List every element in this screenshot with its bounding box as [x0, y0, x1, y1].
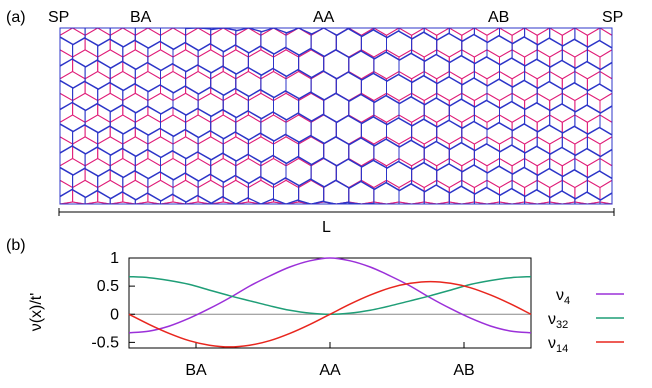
hexagon [550, 28, 575, 35]
length-bar [59, 208, 614, 216]
region-label-sp-right: SP [602, 9, 623, 26]
curves [129, 258, 531, 347]
region-label-sp-left: SP [48, 9, 69, 26]
curve-v4 [129, 258, 531, 333]
hexagon [399, 184, 424, 204]
legend-label-v4: ν4 [556, 287, 570, 307]
hexagon [274, 93, 299, 122]
hexagon [387, 28, 412, 57]
hexagon [424, 185, 449, 204]
hexagon [110, 28, 135, 47]
x-tick-label: BA [185, 362, 207, 379]
hexagon [60, 28, 85, 45]
hexagon [474, 187, 499, 204]
hexagon [223, 180, 248, 204]
region-label-ab: AB [488, 9, 509, 26]
hexagon [261, 28, 286, 57]
hexagon [198, 180, 223, 204]
hexagon [324, 180, 349, 204]
curve-v32 [129, 277, 531, 315]
plot-area: 1 0.5 0 -0.5 BA AA AB [91, 250, 531, 379]
hexagon [525, 28, 550, 35]
hexagon [387, 72, 412, 101]
hexagon [500, 189, 525, 204]
plot-frame [129, 258, 531, 348]
hexagon [387, 115, 412, 144]
hexagon [374, 93, 399, 122]
legend-label-v32: ν32 [548, 311, 568, 331]
hexagon [236, 28, 261, 53]
y-tick-label: -0.5 [91, 334, 119, 351]
panel-a-label: (a) [6, 9, 26, 26]
hexagon [449, 186, 474, 204]
hexagon [161, 28, 186, 49]
hexagon [525, 190, 550, 204]
panel-b-label: (b) [6, 237, 26, 254]
y-axis-label: ν(x)/t' [28, 293, 45, 332]
hexagon [186, 28, 211, 51]
region-label-ba: BA [130, 9, 152, 26]
length-label: L [322, 219, 331, 236]
region-label-aa: AA [313, 9, 335, 26]
hexagon [374, 137, 399, 166]
legend-entry-v4: ν4 [556, 287, 624, 307]
hexagon [173, 180, 198, 204]
hexagon [274, 137, 299, 166]
hexagon [387, 159, 412, 188]
hexagon [474, 28, 499, 35]
hexagon [575, 28, 600, 35]
legend-entry-v14: ν14 [548, 335, 624, 355]
hexagon [600, 180, 612, 204]
moire-lattice [60, 28, 612, 204]
y-ticks: 1 0.5 0 -0.5 [91, 250, 135, 351]
hexagon [274, 50, 299, 79]
x-tick-label: AB [453, 362, 474, 379]
hexagon [211, 28, 236, 52]
hexagon [600, 28, 612, 48]
legend-label-v14: ν14 [548, 335, 568, 355]
hexagon [261, 72, 286, 101]
hexagon [299, 179, 324, 204]
hexagon [374, 50, 399, 79]
y-tick-label: 0.5 [97, 278, 119, 295]
legend: ν4 ν32 ν14 [548, 287, 624, 355]
hexagon [449, 28, 474, 35]
hexagon [261, 159, 286, 188]
y-tick-label: 0 [110, 306, 119, 323]
hexagon [374, 180, 399, 204]
hexagon [500, 28, 525, 35]
hexagon [550, 191, 575, 204]
hexagon [349, 180, 374, 204]
hexagon [135, 28, 160, 48]
x-tick-label: AA [319, 362, 341, 379]
hexagon [261, 115, 286, 144]
hexagon [85, 28, 110, 46]
hexagon [324, 180, 349, 204]
legend-entry-v32: ν32 [548, 311, 624, 331]
y-tick-label: 1 [110, 250, 119, 267]
